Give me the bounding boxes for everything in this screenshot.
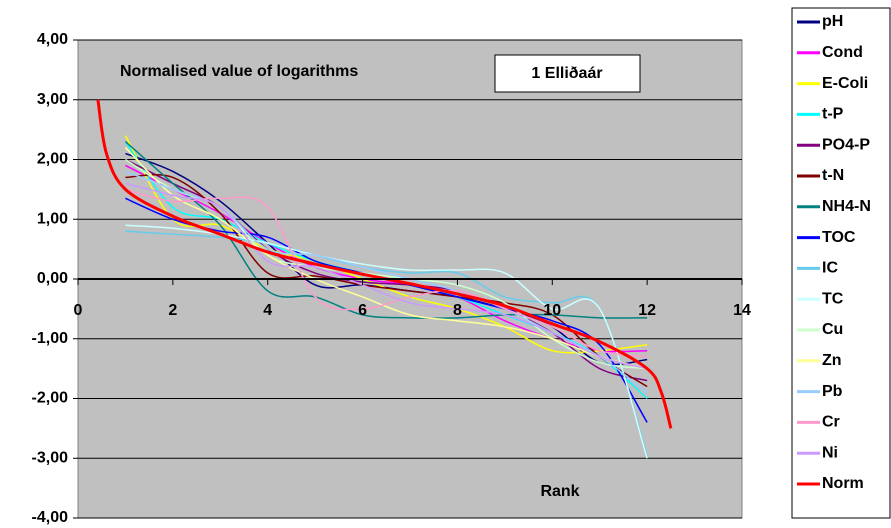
legend-label: Zn — [822, 352, 842, 369]
legend-label: TOC — [822, 229, 856, 246]
series-line — [125, 182, 648, 370]
x-tick-label: 4 — [263, 302, 272, 319]
x-tick-label: 0 — [74, 302, 83, 319]
x-tick-label: 14 — [733, 302, 751, 319]
y-tick-label: 1,00 — [37, 210, 68, 227]
legend-label: PO4-P — [822, 136, 870, 153]
y-tick-label: -1,00 — [32, 330, 69, 347]
series-line — [125, 188, 648, 358]
x-tick-label: 10 — [543, 302, 561, 319]
legend-label: Pb — [822, 383, 843, 400]
legend-label: Cr — [822, 414, 840, 431]
annotation: 1 Elliðaár — [531, 65, 602, 82]
label-box — [494, 54, 641, 93]
legend-label: pH — [822, 13, 843, 30]
y-tick-label: 4,00 — [37, 31, 68, 48]
y-tick-label: 2,00 — [37, 151, 68, 168]
y-tick-label: -4,00 — [32, 509, 69, 526]
legend — [791, 7, 891, 519]
grid — [78, 39, 742, 519]
series-line — [125, 230, 648, 456]
series-line — [124, 141, 648, 319]
y-tick-label: 0,00 — [37, 270, 68, 287]
legend-label: IC — [822, 260, 838, 277]
legend-label: Ni — [822, 444, 838, 461]
legend-label: E-Coli — [822, 75, 868, 92]
x-tick-label: 8 — [453, 302, 462, 319]
annotation: Normalised value of logarithms — [120, 63, 358, 80]
legend-label: Norm — [822, 475, 864, 492]
y-tick-label: -3,00 — [32, 449, 69, 466]
series-line — [124, 135, 648, 354]
legend-label: Cu — [822, 321, 843, 338]
legend-items: pH Cond E-Coli t-P PO4-P t-N NH4-N TOC IC TC Cu Zn P… — [797, 13, 871, 492]
x-tick-label: 6 — [358, 302, 367, 319]
y-tick-label: -2,00 — [32, 390, 69, 407]
x-tick-label: 2 — [168, 302, 177, 319]
x-axis-label: Rank — [540, 483, 579, 500]
axes: -4,00 -3,00 -2,00 -1,00 0,00 1,00 2,00 3,00 4,00… — [32, 31, 751, 526]
legend-label: TC — [822, 290, 844, 307]
series-line — [125, 174, 648, 388]
legend-label: t-P — [822, 106, 844, 123]
y-tick-label: 3,00 — [37, 91, 68, 108]
x-tick-label: 12 — [638, 302, 656, 319]
legend-label: t-N — [822, 167, 844, 184]
legend-label: NH4-N — [822, 198, 871, 215]
legend-label: Cond — [822, 44, 863, 61]
